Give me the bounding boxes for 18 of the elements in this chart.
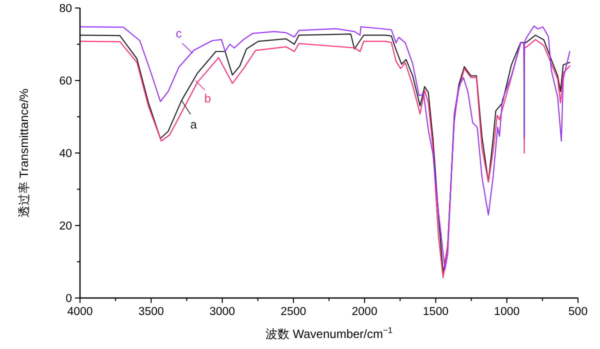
annotation: c [176,26,182,40]
annotation: a [190,117,198,132]
x-tick-label: 1000 [494,306,520,318]
x-tick-label: 3000 [209,306,236,318]
x-tick-label: 500 [568,306,588,318]
x-tick-label: 4000 [67,306,93,318]
annotation: b [204,92,212,106]
y-tick-label: 80 [59,3,72,15]
x-tick-label: 2000 [352,306,378,318]
y-axis-title: 透过率 Transmittance/% [17,88,31,218]
x-tick-label: 1500 [422,306,449,318]
x-tick-label: 3500 [138,306,164,318]
y-tick-label: 20 [59,220,72,232]
y-tick-label: 40 [59,148,72,160]
x-tick-label: 2500 [280,306,306,318]
y-tick-label: 60 [59,76,72,88]
y-tick-label: 0 [66,293,72,305]
x-axis-title: 波数 Wavenumber/cm$^{−1}$ [265,325,393,341]
